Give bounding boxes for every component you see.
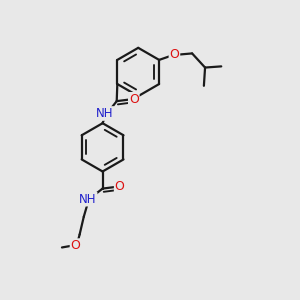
Text: NH: NH — [96, 107, 114, 120]
Text: O: O — [115, 180, 124, 193]
Text: O: O — [169, 48, 179, 61]
Text: O: O — [70, 239, 80, 252]
Text: O: O — [129, 93, 139, 106]
Text: NH: NH — [79, 193, 97, 206]
